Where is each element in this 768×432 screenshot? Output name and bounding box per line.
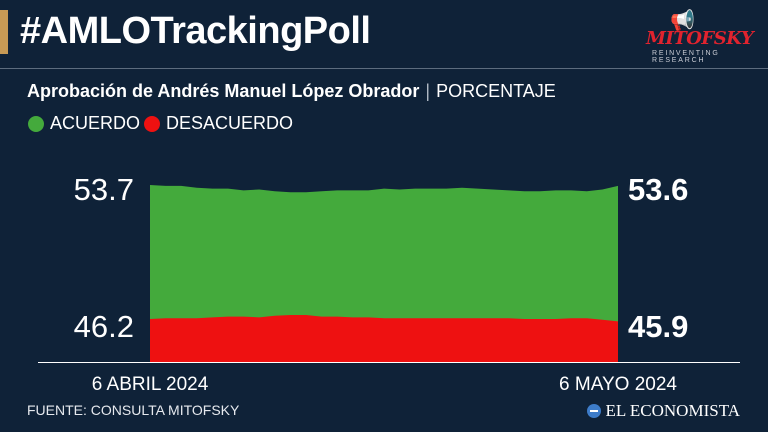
publisher-name: EL ECONOMISTA [605, 401, 740, 420]
subtitle-main: Aprobación de Andrés Manuel López Obrado… [27, 81, 420, 101]
header-accent-bar [0, 10, 8, 54]
start-value-acuerdo: 53.7 [74, 172, 134, 207]
start-value-desacuerdo: 46.2 [74, 309, 134, 344]
legend-swatch-desacuerdo [144, 115, 161, 132]
header-divider [0, 68, 768, 69]
legend-item-acuerdo: ACUERDO [28, 113, 140, 134]
megaphone-icon: 📢 [670, 8, 697, 32]
brand-tagline: REINVENTING RESEARCH [652, 50, 720, 64]
end-value-desacuerdo: 45.9 [628, 309, 688, 344]
chart-legend: ACUERDO DESACUERDO [28, 113, 297, 134]
legend-label-acuerdo: ACUERDO [50, 113, 141, 133]
legend-swatch-acuerdo [28, 115, 44, 132]
legend-label-desacuerdo: DESACUERDO [166, 113, 294, 133]
brand-logo: 📢 MITOFSKY REINVENTING RESEARCH [644, 8, 754, 64]
publisher-logo: EL ECONOMISTA [586, 401, 740, 421]
subtitle-separator: | [425, 81, 431, 101]
source-note: FUENTE: CONSULTA MITOFSKY [27, 402, 240, 418]
legend-item-desacuerdo: DESACUERDO [144, 113, 293, 134]
end-value-acuerdo: 53.6 [628, 172, 688, 207]
x-axis-end-label: 6 MAYO 2024 [559, 374, 677, 395]
x-axis-start-label: 6 ABRIL 2024 [92, 374, 209, 395]
publisher-mark-icon [586, 404, 601, 418]
subtitle-unit: PORCENTAJE [436, 81, 556, 101]
series-area-desacuerdo [150, 315, 618, 362]
brand-name: MITOFSKY [646, 28, 754, 49]
page-title: #AMLOTrackingPoll [20, 10, 371, 52]
chart-subtitle: Aprobación de Andrés Manuel López Obrado… [27, 81, 556, 102]
